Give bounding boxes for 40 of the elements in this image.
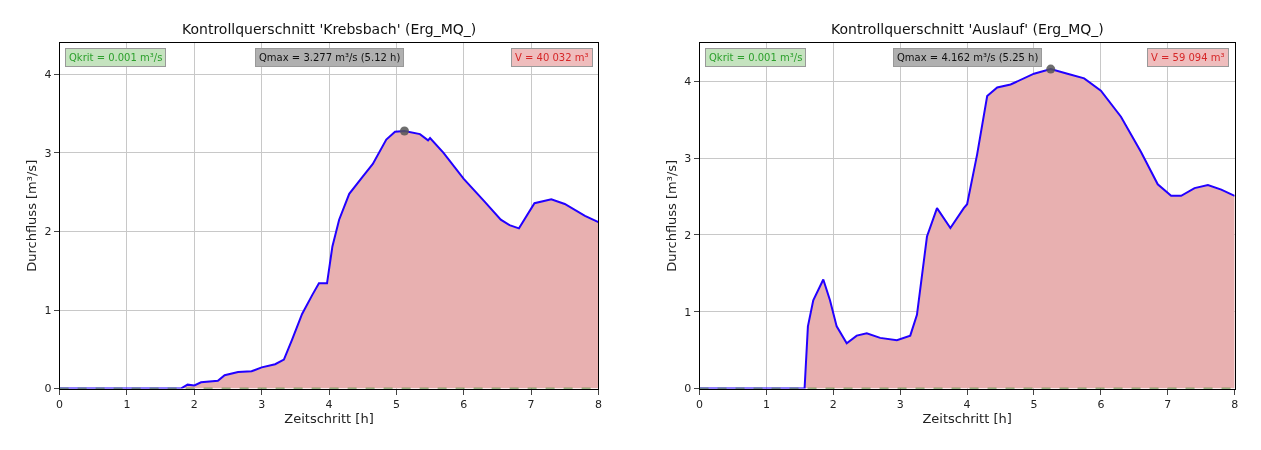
y-tick-label: 0 — [44, 382, 52, 396]
y-axis-title: Durchfluss [m³/s] — [24, 159, 40, 272]
x-tick-label: 8 — [1231, 397, 1239, 411]
x-tick-label: 0 — [696, 397, 704, 411]
x-tick-label: 2 — [829, 397, 837, 411]
ref-line-label: Qkrit = 0.001 m³/s — [709, 52, 803, 63]
x-tick-label: 5 — [1030, 397, 1038, 411]
y-tick-label: 2 — [44, 225, 52, 239]
chart-title: Kontrollquerschnitt 'Auslauf' (Erg_MQ_) — [831, 21, 1104, 37]
x-tick-label: 5 — [392, 397, 400, 411]
x-tick-label: 1 — [762, 397, 770, 411]
x-tick-label: 6 — [1097, 397, 1105, 411]
x-tick-label: 8 — [594, 397, 602, 411]
x-tick-label: 7 — [1164, 397, 1172, 411]
x-tick-label: 4 — [325, 397, 333, 411]
y-axis-title: Durchfluss [m³/s] — [664, 159, 680, 272]
y-tick-label: 3 — [684, 152, 692, 166]
x-tick-label: 4 — [963, 397, 971, 411]
x-tick-label: 3 — [896, 397, 904, 411]
annotation: Qmax = 4.162 m³/s (5.25 h) — [897, 52, 1039, 63]
y-tick-label: 3 — [44, 146, 52, 160]
x-tick-label: 3 — [258, 397, 266, 411]
x-axis-title: Zeitschritt [h] — [284, 410, 374, 426]
x-tick-label: 1 — [123, 397, 131, 411]
chart-title: Kontrollquerschnitt 'Krebsbach' (Erg_MQ_) — [182, 21, 477, 37]
x-tick-label: 2 — [190, 397, 198, 411]
y-tick-label: 2 — [684, 228, 692, 242]
annotation: Qmax = 3.277 m³/s (5.12 h) — [259, 52, 401, 63]
x-axis-title: Zeitschritt [h] — [922, 410, 1012, 426]
x-tick-label: 6 — [460, 397, 468, 411]
y-tick-label: 0 — [684, 382, 692, 396]
y-tick-label: 4 — [44, 68, 52, 82]
y-tick-label: 1 — [44, 303, 52, 317]
y-tick-label: 4 — [684, 75, 692, 89]
x-tick-label: 0 — [56, 397, 64, 411]
ref-line-label: Qkrit = 0.001 m³/s — [69, 52, 163, 63]
x-tick-label: 7 — [527, 397, 535, 411]
annotation: V = 40 032 m³ — [515, 52, 589, 63]
annotation: V = 59 094 m³ — [1151, 52, 1225, 63]
y-tick-label: 1 — [684, 305, 692, 319]
